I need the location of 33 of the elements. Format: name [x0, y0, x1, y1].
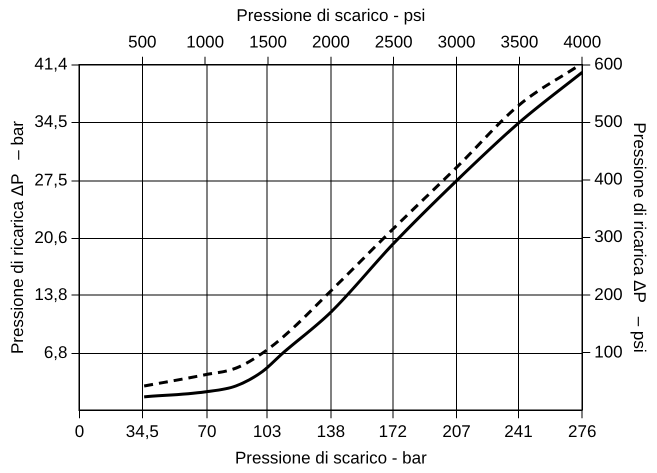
x2-tick-label: 2000 [312, 32, 350, 52]
x-tick-label: 138 [316, 422, 346, 442]
x-tick-label: 172 [378, 422, 407, 442]
y-axis-title: Pressione di ricarica ΔP – bar [8, 120, 27, 354]
x2-tick-label: 2500 [374, 32, 413, 52]
y2-tick-label: 600 [594, 54, 623, 74]
x-axis-title: Pressione di scarico - bar [234, 448, 428, 468]
x2-tick-label: 4000 [563, 32, 602, 52]
x-tick-label: 70 [198, 422, 216, 442]
y2-axis-title: Pressione di ricarica ΔP – psi [630, 122, 650, 353]
y2-tick-label: 500 [594, 112, 623, 132]
x2-tick-label: 3000 [438, 32, 476, 52]
x2-tick-label: 500 [128, 32, 157, 52]
y-tick-label: 34,5 [34, 112, 68, 132]
x-tick-label: 207 [442, 422, 471, 442]
x2-tick-label: 3500 [500, 32, 538, 52]
y2-tick-label: 400 [594, 170, 623, 189]
y-tick-label: 13,8 [34, 284, 68, 304]
y-tick-label: 20,6 [34, 228, 68, 248]
y2-tick-label: 300 [594, 227, 623, 246]
x2-axis-title: Pressione di scarico - psi [236, 6, 426, 25]
y-tick-label: 41,4 [34, 54, 68, 74]
x2-tick-label: 1500 [249, 32, 287, 52]
y-tick-label: 6,8 [44, 343, 68, 362]
x-tick-label: 241 [504, 422, 533, 442]
y2-tick-label: 200 [594, 284, 623, 304]
y2-tick-label: 100 [594, 342, 623, 362]
x-tick-label: 276 [568, 422, 596, 442]
x-tick-label: 103 [252, 422, 282, 442]
x2-tick-label: 1000 [186, 32, 224, 52]
x-tick-label: 34,5 [126, 422, 159, 442]
y-tick-label: 27,5 [34, 170, 68, 190]
x-tick-label: 0 [74, 422, 84, 442]
